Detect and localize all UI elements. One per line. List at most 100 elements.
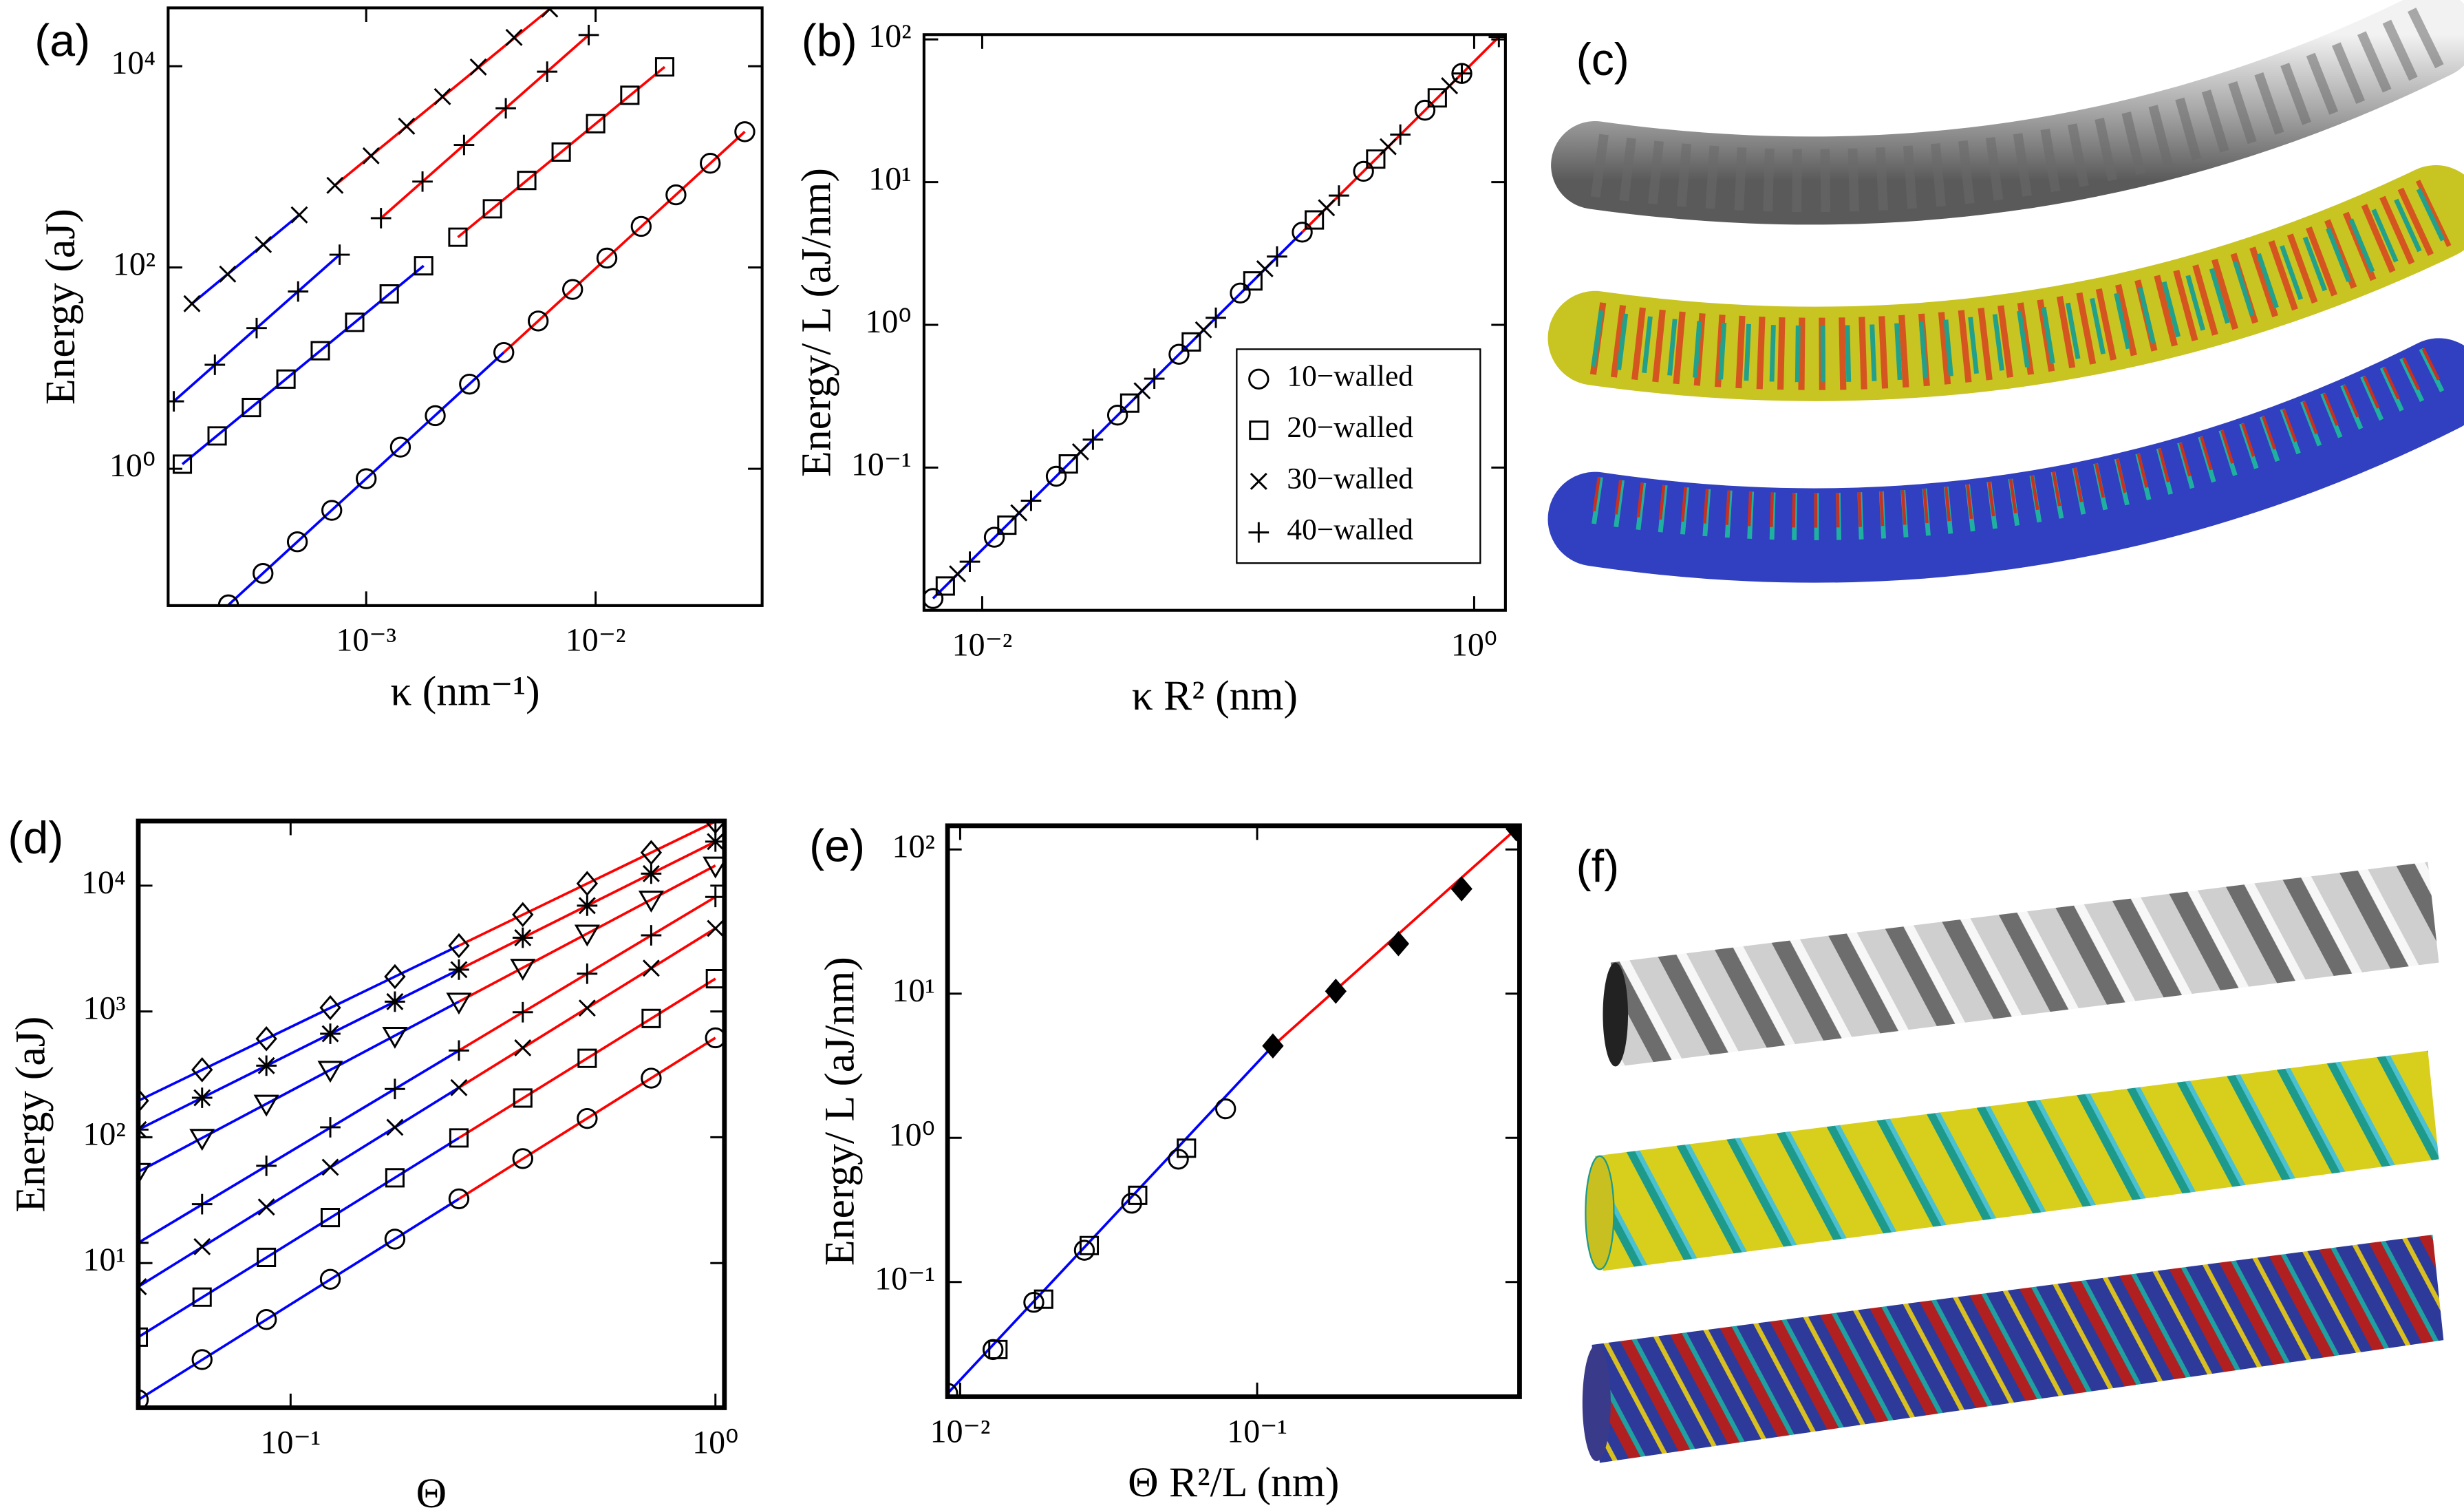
marker — [362, 147, 380, 164]
marker — [620, 85, 640, 105]
panel-c-render — [1547, 0, 2464, 583]
marker — [1194, 321, 1212, 339]
marker — [596, 247, 618, 269]
marker — [276, 369, 296, 389]
marker — [640, 840, 663, 866]
marker — [256, 1055, 277, 1076]
plot-area — [168, 8, 756, 606]
fit-line — [191, 213, 301, 305]
marker — [246, 317, 267, 339]
marker — [642, 959, 660, 977]
x-tick-label: 10⁻² — [566, 622, 626, 659]
cylinder-blue — [1592, 1235, 2444, 1463]
marker — [219, 265, 237, 283]
marker — [138, 1162, 151, 1185]
marker — [1450, 876, 1472, 902]
y-tick-label: 10⁴ — [81, 864, 126, 901]
marker — [512, 902, 534, 928]
marker — [513, 1088, 533, 1108]
marker — [1318, 199, 1336, 217]
marker — [193, 1237, 211, 1255]
marker — [183, 295, 201, 312]
marker — [562, 279, 583, 300]
x-axis-label: κ R² (nm) — [1132, 672, 1298, 719]
marker — [512, 1148, 533, 1169]
fit-line — [457, 65, 666, 239]
plot-frame — [136, 818, 727, 1410]
marker — [1305, 210, 1325, 230]
marker — [707, 919, 725, 937]
marker — [257, 1247, 277, 1267]
marker — [329, 244, 350, 265]
marker — [425, 405, 446, 427]
fit-line — [227, 351, 505, 606]
marker — [1230, 282, 1251, 304]
marker — [207, 426, 227, 446]
marker — [577, 895, 598, 916]
y-tick-label: 10² — [83, 1116, 125, 1152]
marker — [1325, 978, 1347, 1004]
x-tick-label: 10⁻¹ — [261, 1424, 321, 1460]
legend-marker — [1248, 522, 1270, 543]
marker — [320, 1117, 341, 1138]
marker — [1058, 454, 1078, 474]
y-tick-label: 10¹ — [868, 161, 911, 198]
legend-label: 30−walled — [1287, 462, 1413, 495]
x-axis-label: κ (nm⁻¹) — [390, 668, 539, 714]
tube-ripples — [1592, 344, 2447, 528]
marker — [576, 871, 599, 896]
marker — [983, 527, 1005, 548]
marker — [255, 1309, 277, 1330]
marker — [412, 171, 433, 192]
legend-label: 10−walled — [1287, 360, 1413, 393]
marker — [319, 995, 341, 1021]
marker — [191, 1057, 213, 1083]
cylinder-end — [1585, 1155, 1615, 1270]
panel-label: (c) — [1576, 34, 1629, 85]
marker — [586, 114, 606, 134]
cylinder-end — [1582, 1345, 1611, 1462]
marker — [1033, 1289, 1053, 1309]
marker — [1292, 222, 1313, 243]
marker — [138, 1232, 149, 1253]
marker — [253, 562, 274, 584]
panel-label: (d) — [8, 813, 63, 864]
marker — [703, 856, 725, 879]
marker — [512, 927, 533, 948]
y-tick-label: 10¹ — [892, 972, 935, 1009]
marker — [379, 284, 399, 304]
marker — [138, 1327, 149, 1347]
marker — [319, 1268, 341, 1290]
marker — [326, 176, 344, 194]
marker — [320, 1023, 341, 1044]
marker — [1390, 124, 1411, 145]
y-tick-label: 10² — [868, 18, 911, 54]
marker — [493, 341, 515, 363]
marker — [1256, 260, 1274, 278]
marker — [384, 964, 406, 990]
marker — [389, 436, 411, 458]
marker — [537, 61, 558, 82]
marker — [255, 235, 272, 253]
legend-marker — [1248, 368, 1270, 390]
marker — [705, 969, 725, 989]
marker — [1267, 246, 1287, 267]
marker — [654, 57, 675, 77]
fit-line — [502, 131, 746, 354]
marker — [641, 925, 662, 946]
marker — [1082, 429, 1104, 450]
y-axis-label: Energy (aJ) — [7, 1017, 54, 1213]
marker — [385, 1168, 405, 1188]
marker — [630, 215, 652, 237]
marker — [495, 98, 516, 119]
marker — [189, 1129, 215, 1151]
marker — [512, 1001, 533, 1023]
marker — [923, 588, 944, 609]
marker — [1414, 99, 1436, 121]
marker — [1379, 138, 1397, 156]
y-axis-label: Energy/ L (aJ/nm) — [817, 957, 864, 1266]
marker — [641, 1067, 662, 1089]
x-tick-label: 10⁻² — [930, 1413, 991, 1449]
marker — [321, 500, 343, 521]
fit-line — [138, 1086, 460, 1288]
